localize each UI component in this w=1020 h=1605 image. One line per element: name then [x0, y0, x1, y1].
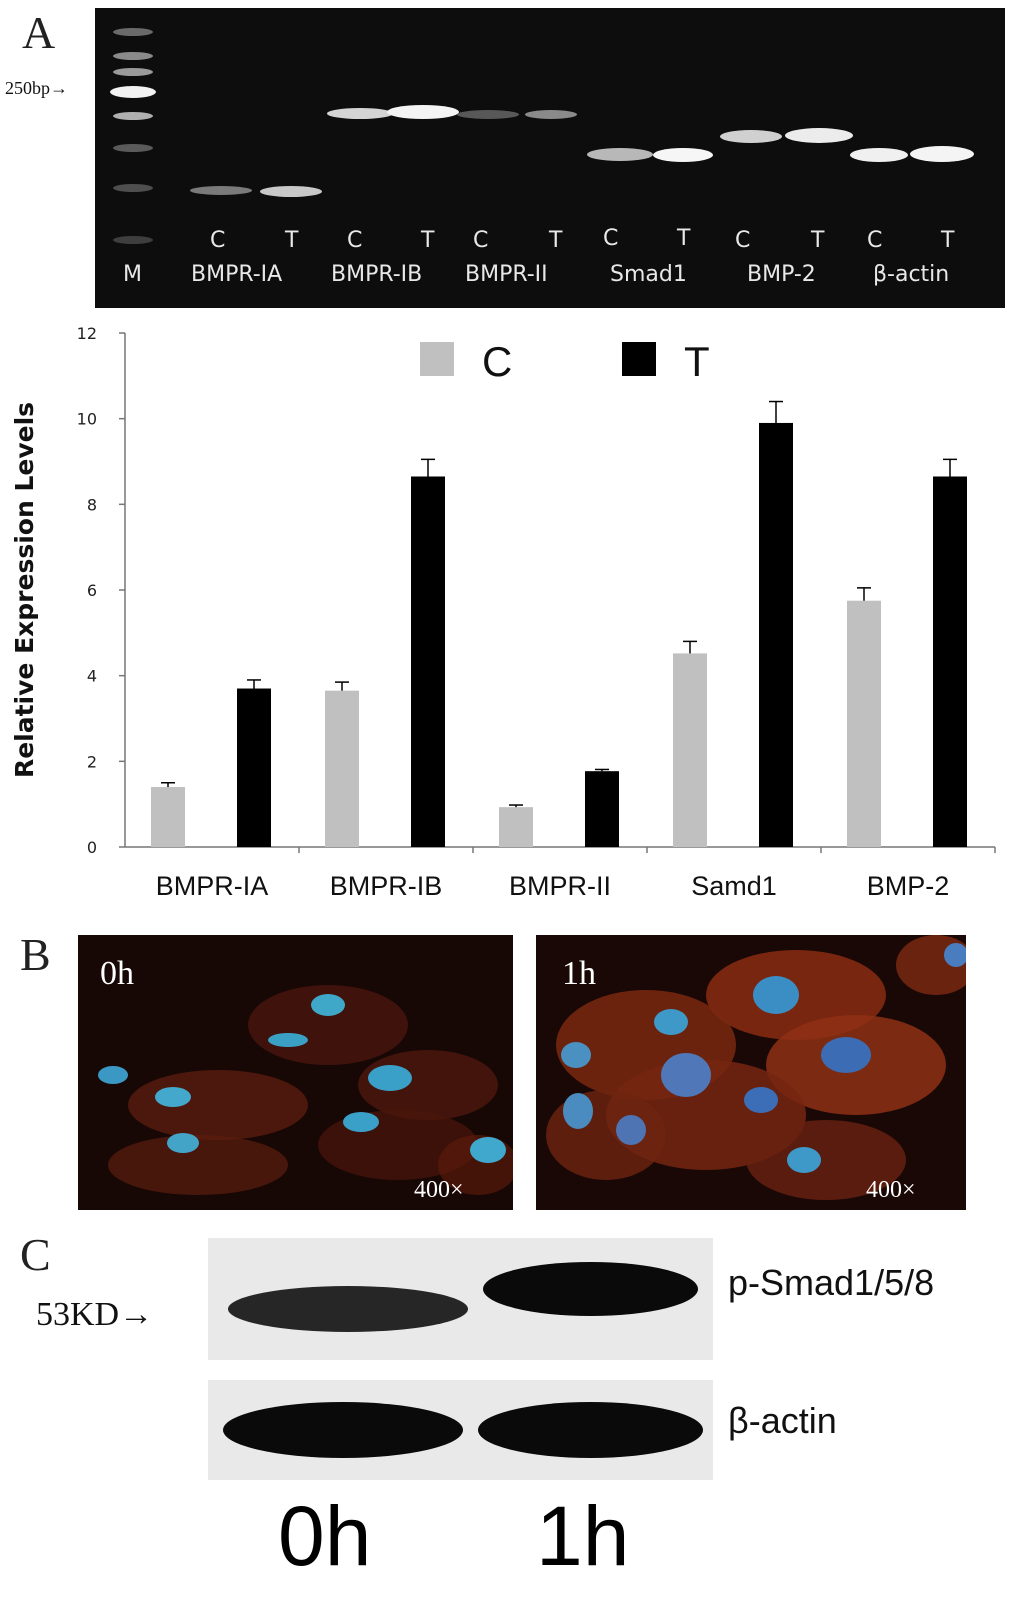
gel-band-bmpr-ia-t — [260, 186, 322, 197]
x-category-label: Samd1 — [691, 871, 777, 901]
gel-band-smad1-t — [653, 148, 713, 162]
x-category-label: BMPR-IA — [156, 871, 269, 901]
time-label-0h: 0h — [100, 955, 134, 992]
lane-cond-label: T — [677, 226, 691, 251]
ladder-band — [113, 68, 153, 76]
western-blot-control — [208, 1380, 713, 1480]
bar-C-BMPR-IA — [151, 787, 185, 847]
ladder-band — [110, 86, 156, 98]
micrograph-0h: 0h 400× — [78, 935, 513, 1210]
beta-actin-label: β-actin — [728, 1400, 837, 1441]
panel-b-letter: B — [20, 929, 51, 980]
blot-time-0h: 0h — [278, 1489, 372, 1583]
y-tick-label: 2 — [87, 752, 97, 771]
gel-band-bactin-t — [910, 146, 974, 162]
lane-cond-label: C — [867, 228, 883, 253]
bar-T-BMPR-II — [585, 771, 619, 847]
bar-C-BMP-2 — [847, 600, 881, 847]
gene-label: BMPR-II — [465, 262, 548, 287]
legend-label-C: C — [482, 338, 512, 385]
lane-cond-label: T — [811, 228, 825, 253]
bar-C-BMPR-IB — [325, 690, 359, 847]
ladder-band — [113, 112, 153, 120]
y-tick-label: 0 — [87, 838, 97, 857]
y-tick-label: 6 — [87, 581, 97, 600]
magnification-label: 400× — [414, 1177, 464, 1203]
y-tick-label: 8 — [87, 495, 97, 514]
agarose-gel-image: M C T C T C T C T C T C T BMPR-IA BMPR-I… — [95, 8, 1005, 308]
lane-cond-label: T — [285, 228, 299, 253]
magnification-label: 400× — [866, 1177, 916, 1203]
gene-label: Smad1 — [610, 262, 687, 287]
y-tick-label: 10 — [77, 410, 97, 429]
legend-swatch-T — [622, 342, 656, 376]
western-blot-target — [208, 1238, 713, 1360]
micrograph-0h-image — [78, 935, 513, 1210]
micrograph-1h: 1h 400× — [536, 935, 966, 1210]
legend-swatch-C — [420, 342, 454, 376]
x-category-label: BMPR-IB — [330, 871, 443, 901]
ladder-band — [113, 28, 153, 36]
blot-band-0h-control — [223, 1402, 463, 1458]
marker-250bp-label: 250bp→ — [5, 78, 68, 98]
ladder-band — [113, 52, 153, 60]
p-smad-label: p-Smad1/5/8 — [728, 1262, 935, 1303]
bar-T-BMPR-IA — [237, 688, 271, 847]
gel-band-bmpr-ii-c — [457, 110, 519, 119]
gel-band-bmpr-ib-t — [387, 105, 459, 119]
blot-band-0h-target — [228, 1286, 468, 1332]
blot-marker-label: 53KD→ — [36, 1296, 154, 1333]
bar-T-BMPR-IB — [411, 476, 445, 847]
y-tick-label: 4 — [87, 667, 97, 686]
gene-label: BMPR-IA — [191, 262, 283, 287]
gel-band-bmp2-t — [785, 128, 853, 143]
gene-label: BMPR-IB — [331, 262, 423, 287]
y-axis-label: Relative Expression Levels — [10, 402, 39, 778]
lane-cond-label: C — [347, 228, 363, 253]
blot-time-1h: 1h — [536, 1489, 630, 1583]
bar-chart: 0 2 4 6 8 10 12 Relative Expression Levels BMPR-… — [10, 324, 996, 901]
bar-T-BMP-2 — [933, 476, 967, 847]
bar-C-Samd1 — [673, 653, 707, 847]
gel-band-bmp2-c — [720, 130, 782, 143]
micrograph-1h-image — [536, 935, 966, 1210]
gene-label: β-actin — [873, 262, 950, 287]
lane-cond-label: T — [421, 228, 435, 253]
ladder-band — [113, 184, 153, 192]
gel-band-bactin-c — [850, 148, 908, 162]
panel-c-letter: C — [20, 1229, 51, 1280]
gel-band-bmpr-ib-c — [327, 108, 393, 119]
lane-cond-label: C — [603, 226, 619, 251]
gel-band-bmpr-ia-c — [190, 186, 252, 195]
lane-cond-label: C — [473, 228, 489, 253]
lane-cond-label: C — [210, 228, 226, 253]
lane-cond-label: T — [941, 228, 955, 253]
x-category-label: BMP-2 — [867, 871, 950, 901]
lane-m-label: M — [123, 262, 142, 287]
legend-label-T: T — [684, 338, 710, 385]
gene-label: BMP-2 — [747, 262, 816, 287]
bar-T-Samd1 — [759, 422, 793, 847]
blot-band-1h-target — [483, 1262, 698, 1316]
ladder-band — [113, 144, 153, 152]
y-tick-label: 12 — [77, 324, 97, 343]
x-category-label: BMPR-II — [509, 871, 611, 901]
lane-cond-label: T — [549, 228, 563, 253]
lane-cond-label: C — [735, 228, 751, 253]
time-label-1h: 1h — [562, 955, 596, 992]
panel-a-letter: A — [22, 7, 56, 58]
gel-band-smad1-c — [587, 148, 653, 161]
ladder-band — [113, 236, 153, 244]
gel-band-bmpr-ii-t — [525, 110, 577, 119]
blot-band-1h-control — [478, 1402, 703, 1458]
bar-C-BMPR-II — [499, 807, 533, 847]
